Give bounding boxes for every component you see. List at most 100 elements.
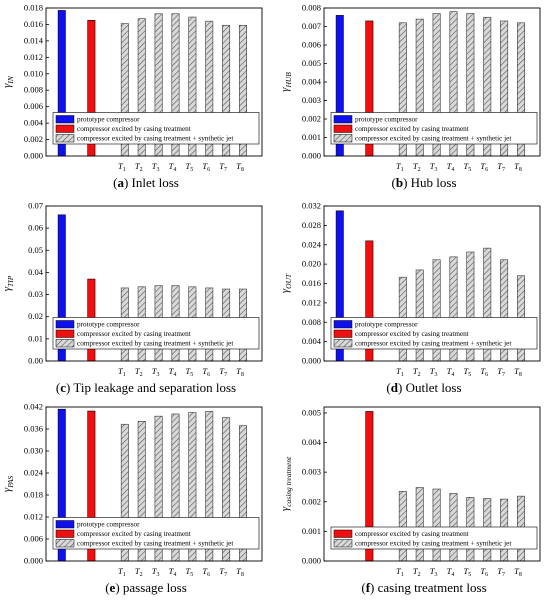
y-tick-label: 0.005 (302, 58, 321, 68)
axes-frame (45, 7, 263, 157)
y-tick-label: 0.01 (28, 333, 43, 343)
axes-frame (45, 406, 263, 562)
legend-box (52, 517, 260, 550)
x-tick-label: T3 (430, 161, 438, 173)
y-tick-label: 0.002 (24, 134, 43, 144)
x-tick-label: T3 (152, 566, 160, 578)
y-tick-label: 0.014 (24, 35, 44, 45)
y-tick-label: 0.04 (28, 267, 44, 277)
legend-label-jet: compressor excited by casing treatment +… (77, 135, 233, 143)
y-tick-label: 0.030 (24, 446, 43, 456)
y-tick-label: 0.000 (302, 556, 321, 566)
bar-jet-T1 (398, 491, 407, 562)
y-tick-label: 0.004 (302, 77, 322, 87)
legend-label-casing: compressor excited by casing treatment (77, 125, 191, 133)
y-tick-label: 0.004 (302, 336, 322, 346)
legend-swatch-casing (333, 529, 353, 538)
legend-label-jet: compressor excited by casing treatment +… (355, 135, 511, 143)
y-tick-label: 0.004 (24, 118, 44, 128)
y-axis-label: γcasing treatment (279, 456, 293, 511)
y-tick-label: 0.012 (24, 512, 43, 522)
legend-box (52, 317, 260, 350)
legend-swatch-prototype (333, 115, 353, 124)
y-tick-label: 0.036 (24, 424, 43, 434)
x-tick-label: T3 (152, 161, 160, 173)
y-axis-label: γIN (1, 75, 15, 88)
x-tick-label: T4 (447, 366, 455, 378)
y-tick-label: 0.032 (302, 201, 321, 211)
x-tick-label: T4 (169, 566, 177, 578)
x-tick-label: T7 (219, 566, 227, 578)
x-tick-label: T6 (480, 566, 488, 578)
panel-caption: (d) Outlet loss (386, 380, 461, 395)
y-tick-label: 0.05 (28, 245, 43, 255)
legend-label-casing: compressor excited by casing treatment (77, 530, 191, 538)
legend-swatch-prototype (55, 320, 75, 329)
axes-frame (323, 406, 541, 562)
x-tick-label: T3 (430, 366, 438, 378)
legend-swatch-jet (55, 339, 75, 348)
axes-frame (323, 205, 541, 362)
x-tick-label: T7 (497, 161, 505, 173)
y-tick-label: 0.001 (302, 526, 321, 536)
x-tick-label: T8 (514, 161, 522, 173)
y-axis-label: γPAS (1, 476, 15, 493)
legend-swatch-jet (55, 539, 75, 548)
chart-panel-a: 0.000 0.002 0.004 0.006 0.008 0.010 0.012 0.014… (1, 3, 263, 190)
legend-swatch-casing (55, 124, 75, 133)
panel-caption: (f) casing treatment loss (361, 580, 486, 595)
legend-swatch-casing (333, 329, 353, 338)
y-tick-label: 0.03 (28, 289, 43, 299)
x-tick-label: T5 (185, 366, 193, 378)
y-tick-label: 0.003 (302, 95, 321, 105)
x-tick-label: T6 (202, 366, 210, 378)
x-tick-label: T7 (219, 161, 227, 173)
x-tick-label: T7 (219, 366, 227, 378)
x-tick-label: T2 (413, 566, 421, 578)
y-tick-label: 0.002 (302, 496, 321, 506)
x-tick-label: T1 (396, 566, 404, 578)
x-tick-label: T1 (118, 566, 126, 578)
legend: compressor excited by casing treatment co… (330, 526, 538, 550)
x-tick-label: T2 (413, 366, 421, 378)
legend-swatch-casing (55, 529, 75, 538)
y-tick-label: 0.004 (302, 437, 322, 447)
y-tick-label: 0.012 (302, 297, 321, 307)
x-tick-label: T7 (497, 566, 505, 578)
y-tick-label: 0.008 (24, 85, 43, 95)
x-tick-label: T1 (396, 366, 404, 378)
x-tick-label: T6 (480, 366, 488, 378)
legend-swatch-casing (55, 329, 75, 338)
y-tick-label: 0.008 (302, 317, 321, 327)
chart-panel-c: 0.00 0.01 0.02 0.03 0.04 0.05 0.06 0.07 γTIP T1 T2… (1, 201, 263, 395)
x-tick-label: T1 (118, 366, 126, 378)
legend-swatch-jet (333, 339, 353, 348)
legend-swatch-jet (333, 539, 353, 548)
y-axis-label: γOUT (279, 273, 293, 293)
x-tick-label: T6 (202, 566, 210, 578)
y-tick-label: 0.024 (302, 239, 322, 249)
legend-label-prototype: prototype compressor (77, 321, 140, 329)
axes-frame (323, 7, 541, 157)
legend-label-jet: compressor excited by casing treatment +… (77, 540, 233, 548)
legend-label-prototype: prototype compressor (77, 521, 140, 529)
y-tick-label: 0.010 (24, 68, 43, 78)
y-tick-label: 0.024 (24, 468, 44, 478)
y-tick-label: 0.006 (24, 534, 43, 544)
y-axis-label: γTIP (1, 275, 15, 291)
panel-caption: (a) Inlet loss (113, 175, 179, 190)
y-tick-label: 0.028 (302, 220, 321, 230)
legend-label-jet: compressor excited by casing treatment +… (355, 340, 511, 348)
x-tick-label: T8 (236, 566, 244, 578)
x-tick-label: T3 (152, 366, 160, 378)
legend-label-prototype: prototype compressor (355, 116, 418, 124)
chart-panel-e: 0.000 0.006 0.012 0.018 0.024 0.030 0.036 0.042… (1, 402, 263, 595)
x-tick-label: T8 (236, 366, 244, 378)
x-tick-label: T7 (497, 366, 505, 378)
legend-box (330, 317, 538, 350)
